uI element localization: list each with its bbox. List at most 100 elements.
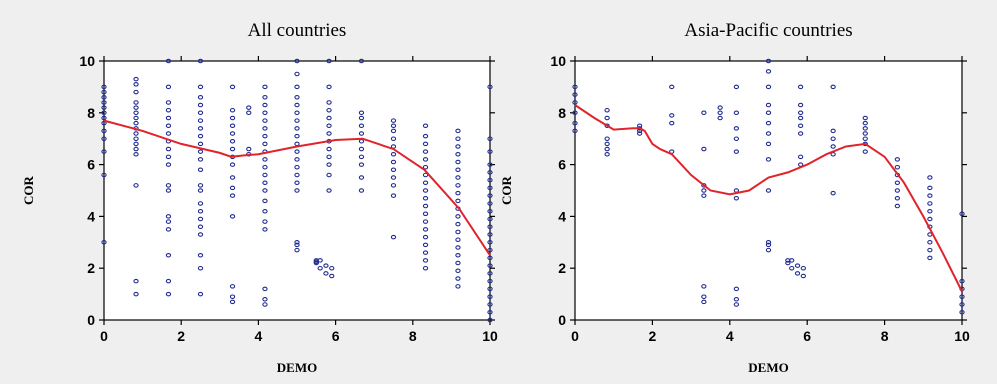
scatter-point [959, 302, 965, 307]
scatter-point [894, 157, 901, 162]
scatter-point [927, 216, 933, 222]
scatter-point [165, 183, 172, 188]
scatter-point [390, 183, 397, 188]
scatter-point [800, 273, 806, 279]
scatter-point [733, 110, 740, 116]
scatter-point [101, 100, 107, 105]
scatter-point [294, 180, 300, 185]
scatter-point [862, 115, 868, 121]
scatter-point [101, 110, 107, 116]
scatter-point [133, 89, 139, 95]
scatter-point [455, 253, 461, 258]
scatter-point [358, 131, 365, 136]
scatter-point [197, 118, 204, 123]
scatter-point [262, 95, 268, 100]
scatter-point [229, 193, 236, 198]
scatter-point [294, 118, 300, 123]
scatter-point [487, 240, 493, 245]
scatter-point [329, 273, 335, 279]
scatter-point [326, 154, 332, 160]
scatter-point [262, 84, 268, 90]
scatter-point [133, 291, 139, 297]
scatter-point [390, 167, 397, 173]
scatter-point [422, 227, 429, 232]
scatter-point [487, 263, 493, 268]
scatter-point [101, 240, 107, 245]
scatter-point [765, 110, 772, 116]
scatter-point [294, 58, 300, 64]
scatter-point [765, 240, 772, 245]
x-tick-label: 4 [255, 328, 263, 344]
scatter-point [294, 149, 300, 154]
scatter-point [390, 128, 397, 134]
scatter-point [927, 193, 933, 198]
scatter-point [262, 172, 268, 178]
scatter-point [197, 58, 204, 64]
scatter-point [133, 82, 139, 87]
scatter-point [229, 139, 236, 144]
scatter-point [197, 216, 204, 222]
x-tick-label: 10 [954, 328, 970, 344]
scatter-point [422, 188, 429, 193]
scatter-point [927, 255, 933, 261]
scatter-point [197, 126, 204, 131]
scatter-point [455, 268, 461, 274]
scatter-point [797, 131, 804, 136]
y-tick-label: 4 [558, 208, 566, 224]
scatter-point [326, 84, 332, 90]
scatter-point [604, 151, 610, 157]
scatter-point [165, 84, 172, 90]
scatter-point [572, 100, 578, 105]
scatter-point [101, 95, 107, 100]
scatter-point [959, 211, 965, 217]
x-tick-label: 2 [177, 328, 185, 344]
scatter-point [358, 115, 365, 121]
scatter-point [572, 120, 578, 126]
x-tick-label: 10 [482, 328, 498, 344]
x-tick-label: 4 [726, 328, 734, 344]
scatter-point [165, 115, 172, 121]
fit-line [103, 119, 491, 256]
scatter-point [422, 258, 429, 263]
scatter-point [830, 84, 836, 90]
scatter-point [262, 141, 268, 147]
scatter-point [455, 237, 461, 242]
scatter-point [927, 247, 933, 253]
scatter-point [101, 149, 107, 154]
scatter-point [101, 105, 107, 110]
scatter-point [262, 157, 268, 162]
scatter-point [133, 183, 139, 188]
scatter-point [487, 84, 493, 90]
scatter-point [326, 162, 332, 167]
scatter-point [101, 115, 107, 121]
scatter-point [894, 203, 901, 209]
scatter-point [422, 203, 429, 209]
y-tick-label: 6 [558, 157, 566, 173]
scatter-point [862, 126, 868, 131]
scatter-point [262, 110, 268, 116]
scatter-point [326, 123, 332, 129]
scatter-point [326, 131, 332, 136]
scatter-point [765, 247, 772, 253]
scatter-point [455, 229, 461, 235]
scatter-point [765, 131, 772, 136]
scatter-point [262, 219, 268, 224]
y-tick-label: 10 [79, 53, 95, 69]
scatter-point [262, 188, 268, 193]
scatter-point [317, 265, 323, 271]
scatter-point [422, 123, 429, 129]
x-tick-label: 8 [409, 328, 417, 344]
scatter-point [294, 172, 300, 178]
scatter-point [294, 157, 300, 162]
scatter-point [358, 162, 365, 167]
scatter-point [165, 131, 172, 136]
y-tick-label: 2 [87, 260, 95, 276]
scatter-point [765, 141, 772, 147]
scatter-point [701, 193, 707, 198]
scatter-point [326, 146, 332, 152]
scatter-point [197, 95, 204, 100]
scatter-point [717, 115, 723, 121]
scatter-point [229, 131, 236, 136]
scatter-point [669, 120, 675, 126]
scatter-point [101, 84, 107, 90]
